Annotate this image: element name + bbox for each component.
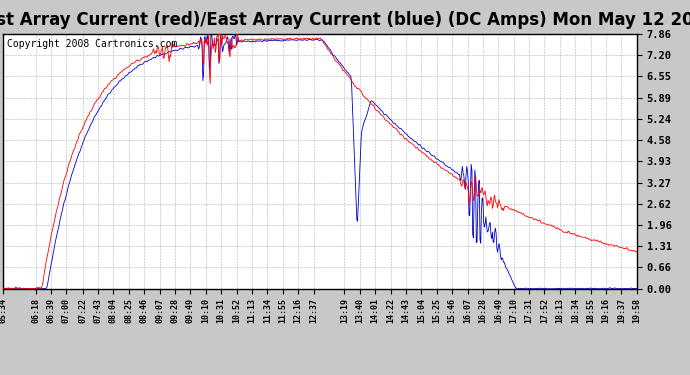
Text: West Array Current (red)/East Array Current (blue) (DC Amps) Mon May 12 20:02: West Array Current (red)/East Array Curr… (0, 11, 690, 29)
Text: Copyright 2008 Cartronics.com: Copyright 2008 Cartronics.com (7, 39, 177, 49)
